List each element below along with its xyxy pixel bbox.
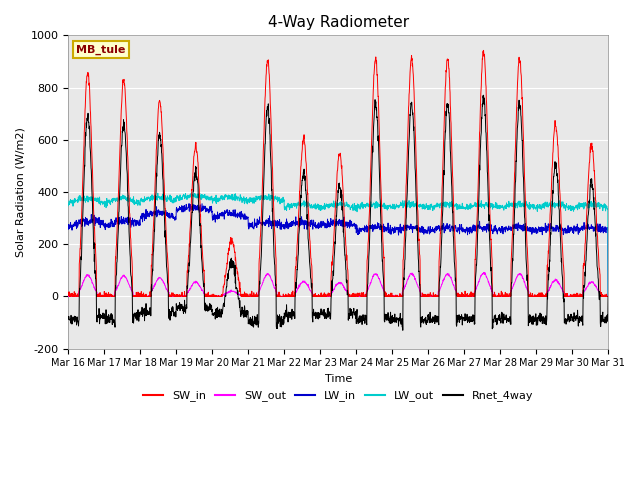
Legend: SW_in, SW_out, LW_in, LW_out, Rnet_4way: SW_in, SW_out, LW_in, LW_out, Rnet_4way	[139, 386, 538, 406]
Text: MB_tule: MB_tule	[76, 45, 125, 55]
X-axis label: Time: Time	[324, 374, 352, 384]
Title: 4-Way Radiometer: 4-Way Radiometer	[268, 15, 409, 30]
Y-axis label: Solar Radiation (W/m2): Solar Radiation (W/m2)	[15, 127, 25, 257]
